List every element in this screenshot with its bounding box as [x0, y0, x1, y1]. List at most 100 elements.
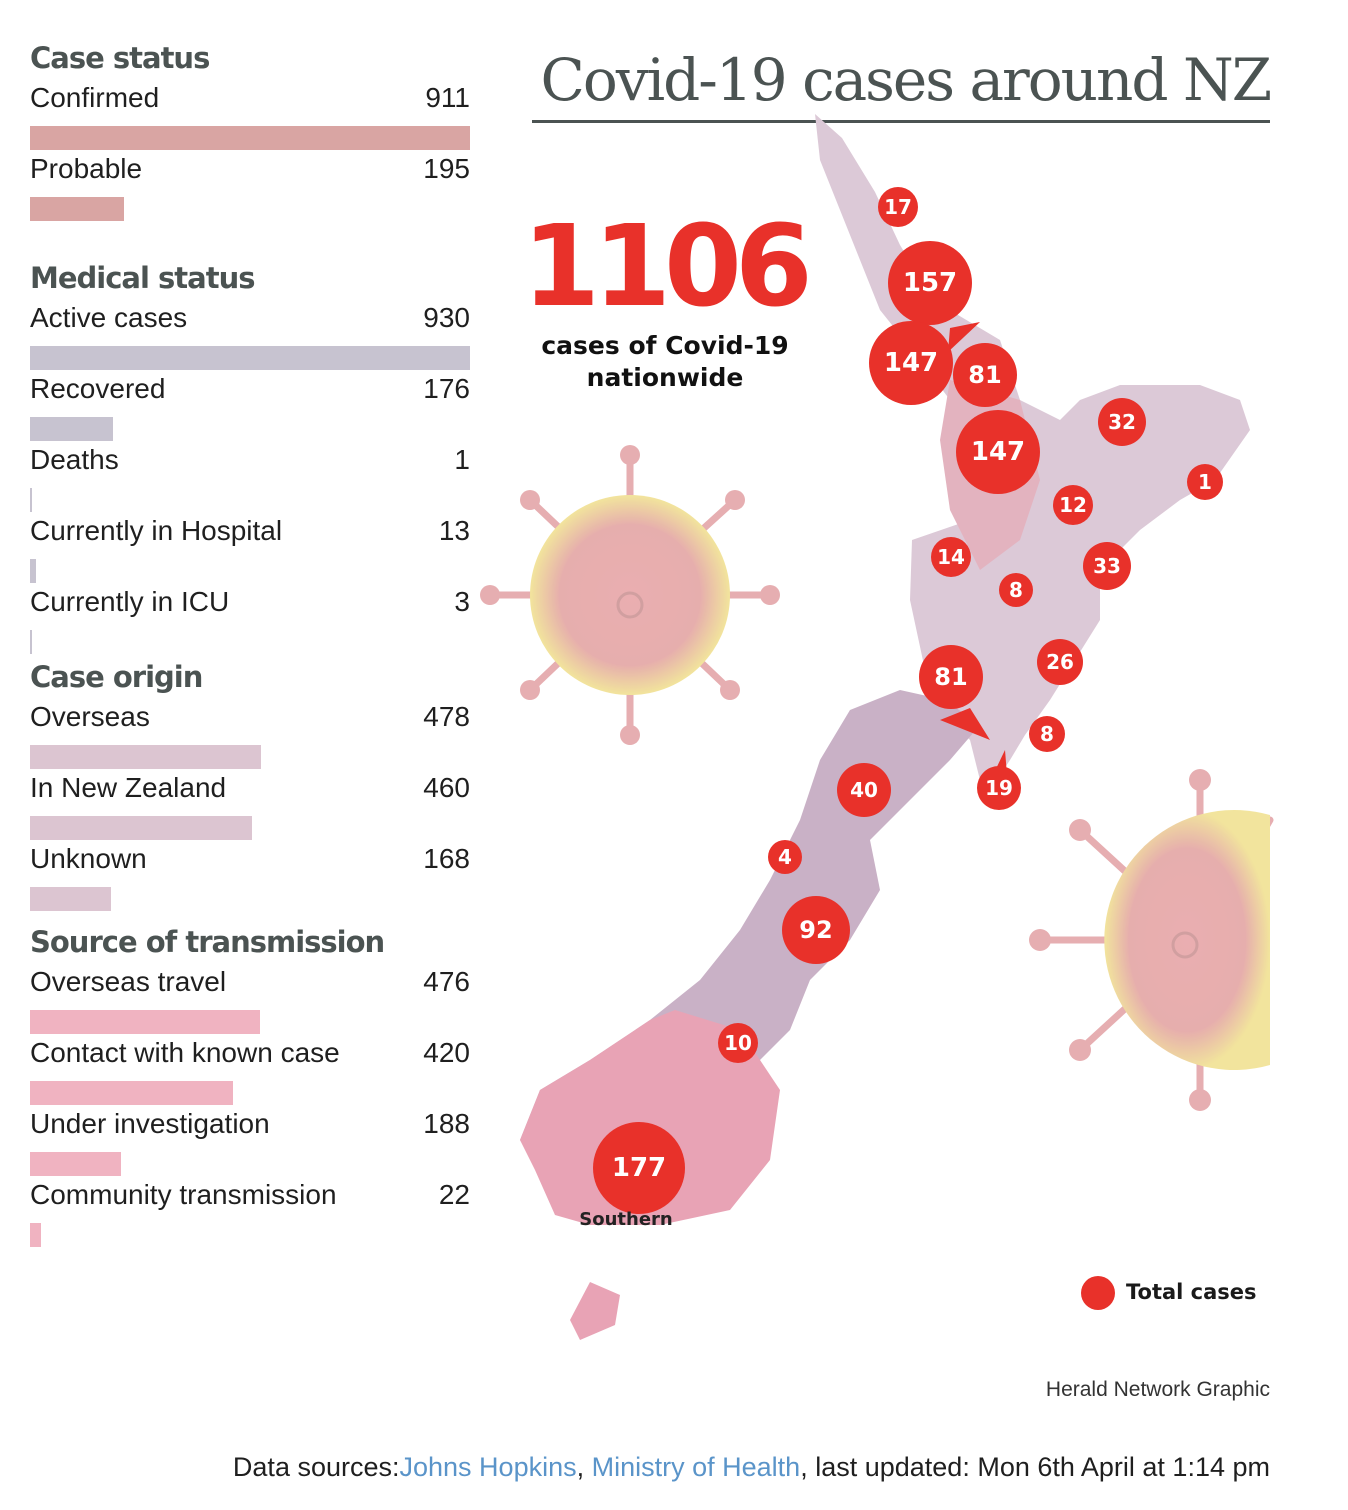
case-bubble	[1053, 485, 1093, 525]
stat-row: Contact with known case 420	[30, 1033, 470, 1105]
case-bubble	[869, 321, 953, 405]
case-bubble	[718, 1023, 758, 1063]
stat-bar	[30, 488, 32, 512]
stewart-island-shape	[570, 1282, 620, 1340]
sources-separator: ,	[576, 1452, 592, 1482]
transmission-title: Source of transmission	[30, 925, 385, 959]
stat-bar	[30, 887, 112, 911]
stat-label: In New Zealand	[30, 772, 227, 803]
title-divider	[532, 120, 1270, 123]
southern-region-shape	[520, 1010, 780, 1225]
stat-label: Overseas	[30, 701, 150, 732]
case-bubble-label: 92	[799, 916, 832, 944]
case-bubble-label: 26	[1046, 650, 1074, 674]
stat-bar	[30, 1081, 233, 1105]
stat-row: Active cases 930	[30, 298, 470, 370]
stat-bar	[30, 745, 261, 769]
stat-row: Currently in ICU 3	[30, 582, 470, 654]
case-bubble-label: 81	[968, 361, 1001, 389]
case-bubble-label: 40	[850, 778, 878, 802]
stat-row: Overseas 478	[30, 697, 470, 769]
stat-row: Unknown 168	[30, 839, 470, 911]
bubble-pointer	[940, 708, 990, 740]
stat-row: In New Zealand 460	[30, 768, 470, 840]
stat-label: Probable	[30, 153, 143, 184]
stat-bar	[30, 126, 470, 150]
stat-label: Under investigation	[30, 1108, 270, 1139]
stat-value: 3	[454, 586, 470, 617]
stat-label: Unknown	[30, 843, 147, 874]
case-bubble	[999, 573, 1033, 607]
case-bubble-label: 4	[778, 845, 792, 869]
stat-bar	[30, 197, 125, 221]
stat-row: Probable 195	[30, 149, 470, 221]
case-bubble-label: 177	[612, 1153, 666, 1183]
stat-label: Currently in ICU	[30, 586, 230, 617]
medical-status-title: Medical status	[30, 261, 256, 295]
case-bubble	[593, 1122, 685, 1214]
sources-prefix: Data sources:	[232, 1452, 400, 1482]
case-bubble-label: 147	[971, 437, 1025, 467]
stat-value: 168	[423, 843, 470, 874]
case-bubble-label: 1	[1198, 470, 1212, 494]
bubble-pointer	[948, 322, 980, 352]
case-bubble	[1098, 398, 1146, 446]
case-bubble	[1083, 542, 1131, 590]
stat-value: 176	[423, 373, 470, 404]
stat-bar	[30, 559, 37, 583]
stat-value: 911	[425, 82, 470, 113]
stat-value: 476	[423, 966, 470, 997]
case-bubble	[931, 537, 971, 577]
stat-row: Currently in Hospital 13	[30, 511, 470, 583]
stat-row: Overseas travel 476	[30, 962, 470, 1034]
case-bubble	[919, 645, 983, 709]
stats-panel: Case status Confirmed 911 Probable 195 M…	[30, 38, 470, 1247]
case-bubble	[878, 187, 918, 227]
case-bubble	[837, 763, 891, 817]
case-bubble-label: 19	[985, 776, 1013, 800]
case-bubble-label: 14	[937, 545, 965, 569]
total-cases-caption: cases of Covid-19 nationwide	[520, 330, 810, 394]
stat-label: Overseas travel	[30, 966, 227, 997]
case-bubble	[956, 410, 1040, 494]
stat-label: Currently in Hospital	[30, 515, 283, 546]
case-bubble	[1037, 639, 1083, 685]
page-title: Covid-19 cases around NZ	[540, 46, 1272, 114]
stat-bar	[30, 1010, 260, 1034]
case-bubble	[953, 343, 1017, 407]
case-status-title: Case status	[30, 41, 210, 75]
johns-hopkins-link[interactable]: Johns Hopkins	[399, 1452, 577, 1482]
legend-label: Total cases	[1126, 1280, 1257, 1304]
virus-illustration-icon	[1029, 769, 1274, 1111]
case-bubble-label: 8	[1040, 722, 1054, 746]
stat-value: 460	[423, 772, 470, 803]
data-sources: Data sources:Johns Hopkins, Ministry of …	[233, 1452, 1270, 1483]
case-bubbles: 17 157 147 81 147 32 1 12 14 8 33 26 81 8 19 40 4 92 10 177	[593, 187, 1223, 1214]
stat-bar	[30, 630, 32, 654]
case-origin-title: Case origin	[30, 660, 203, 694]
case-bubble-label: 8	[1009, 578, 1023, 602]
case-bubble	[782, 896, 850, 964]
ministry-of-health-link[interactable]: Ministry of Health	[591, 1452, 801, 1482]
total-cases-caption-line: nationwide	[586, 363, 744, 392]
stat-value: 22	[438, 1179, 470, 1210]
case-bubble	[1029, 716, 1065, 752]
stat-bar	[30, 346, 470, 370]
case-bubble-label: 33	[1093, 554, 1121, 578]
stat-value: 478	[423, 701, 470, 732]
stat-row: Recovered 176	[30, 369, 470, 441]
stat-row: Community transmission 22	[30, 1175, 470, 1247]
nz-map: 17 157 147 81 147 32 1 12 14 8 33 26 81 8 19 40 4 92 10 177…	[480, 114, 1274, 1340]
case-bubble-label: 81	[934, 663, 967, 691]
total-cases-number: 1106	[522, 202, 813, 332]
case-bubble	[1187, 464, 1223, 500]
case-bubble-label: 147	[884, 348, 938, 378]
total-cases-caption-line: cases of Covid-19	[541, 331, 789, 360]
stat-row: Deaths 1	[30, 440, 470, 512]
southern-label: Southern	[579, 1209, 672, 1230]
stat-label: Deaths	[30, 444, 119, 475]
stat-bar	[30, 417, 114, 441]
case-bubble	[888, 241, 972, 325]
sources-suffix: , last updated: Mon 6th April at 1:14 pm	[800, 1452, 1270, 1482]
stat-value: 188	[423, 1108, 470, 1139]
